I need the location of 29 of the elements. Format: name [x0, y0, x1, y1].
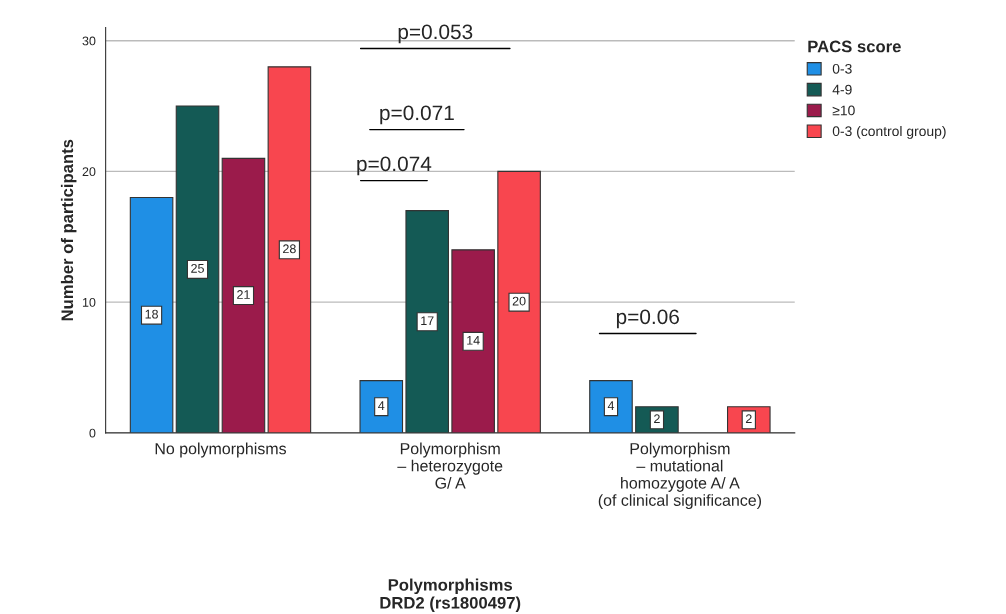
annotation: p=0.053 — [398, 24, 473, 44]
data-label: 25 — [191, 263, 204, 273]
y-tick-label: 20 — [82, 167, 96, 177]
annotation: p=0.074 — [357, 156, 432, 176]
legend-label: ≥10 — [832, 105, 855, 116]
y-tick-label: 0 — [89, 428, 96, 438]
x-axis-title: Polymorphisms DRD2 (rs1800497) — [380, 578, 521, 613]
legend-label: 0-3 — [832, 63, 852, 74]
x-tick-label: No polymorphisms — [155, 442, 287, 458]
annotation: p=0.06 — [616, 309, 679, 329]
legend-label: 4-9 — [832, 84, 852, 95]
x-tick-label: Polymorphism – mutational homozygote A/ A (of clinical significance) — [598, 442, 762, 510]
data-label: 2 — [654, 414, 660, 424]
data-label: 18 — [145, 309, 158, 319]
legend-title: PACS score — [808, 40, 901, 53]
data-label: 4 — [378, 401, 385, 410]
y-axis-title: Number of participants — [60, 139, 77, 321]
annotation: p=0.071 — [380, 105, 454, 125]
data-label: 28 — [283, 244, 296, 254]
data-label: 2 — [745, 414, 752, 424]
data-label: 4 — [607, 401, 615, 410]
data-label: 17 — [421, 316, 434, 325]
data-label: 20 — [512, 296, 526, 306]
data-label: 14 — [467, 336, 480, 345]
y-tick-label: 30 — [82, 36, 96, 46]
legend-label: 0-3 (control group) — [832, 125, 946, 139]
y-tick-label: 10 — [82, 297, 96, 307]
data-label: 21 — [237, 290, 250, 299]
x-tick-label: Polymorphism – heterozygote G/ A — [397, 442, 503, 489]
